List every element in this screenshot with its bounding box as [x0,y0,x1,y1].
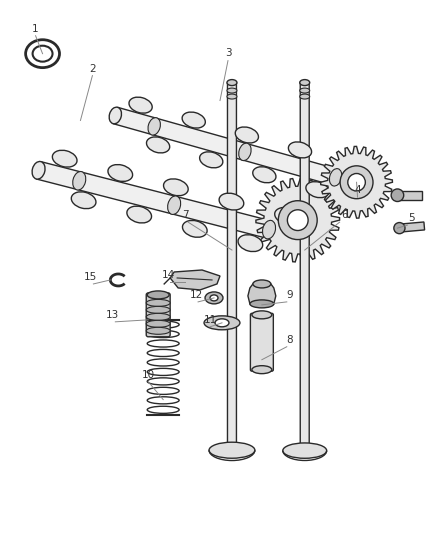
Ellipse shape [147,387,179,394]
Ellipse shape [32,161,45,179]
Ellipse shape [300,79,310,86]
Ellipse shape [253,280,271,288]
Text: 6: 6 [341,210,348,220]
Ellipse shape [215,319,229,327]
Ellipse shape [391,189,404,201]
Polygon shape [256,179,339,262]
Polygon shape [36,161,312,249]
FancyBboxPatch shape [251,313,273,371]
Text: 5: 5 [408,213,415,223]
Polygon shape [399,222,424,232]
Ellipse shape [108,165,133,181]
Ellipse shape [147,330,179,337]
Ellipse shape [210,295,218,301]
Ellipse shape [278,201,317,240]
Ellipse shape [368,180,381,197]
Ellipse shape [394,223,405,233]
Text: 4: 4 [354,185,361,195]
Ellipse shape [250,300,274,308]
Ellipse shape [204,316,240,330]
Text: 7: 7 [182,210,188,220]
Ellipse shape [200,152,223,168]
Ellipse shape [342,157,365,173]
Ellipse shape [303,231,316,249]
Ellipse shape [25,40,60,68]
Ellipse shape [146,327,170,334]
Text: 8: 8 [286,335,293,345]
Ellipse shape [146,137,170,153]
Ellipse shape [306,182,329,198]
Ellipse shape [147,350,179,357]
Ellipse shape [287,210,308,230]
Ellipse shape [146,300,170,306]
Ellipse shape [182,112,205,128]
Ellipse shape [147,397,179,404]
Ellipse shape [146,320,170,327]
Ellipse shape [109,107,121,124]
Ellipse shape [209,442,255,458]
FancyBboxPatch shape [146,293,170,337]
Ellipse shape [32,46,53,62]
Polygon shape [397,191,422,200]
Ellipse shape [146,313,170,320]
Ellipse shape [147,340,179,347]
Ellipse shape [235,127,258,143]
Ellipse shape [147,368,179,375]
Text: 13: 13 [106,310,119,320]
Ellipse shape [148,118,160,135]
Ellipse shape [183,221,207,237]
Ellipse shape [147,359,179,366]
Ellipse shape [262,220,276,239]
Ellipse shape [283,443,327,458]
Ellipse shape [300,88,310,93]
Text: 2: 2 [89,63,96,74]
Ellipse shape [300,94,310,99]
Text: 15: 15 [84,272,97,282]
Ellipse shape [147,406,179,414]
Ellipse shape [53,150,77,167]
Text: 3: 3 [225,47,231,58]
Ellipse shape [146,306,170,313]
Ellipse shape [253,167,276,183]
Polygon shape [248,284,276,304]
Text: 10: 10 [141,370,155,379]
Text: 11: 11 [203,315,217,325]
Text: 12: 12 [190,290,203,300]
Ellipse shape [129,97,152,113]
Ellipse shape [73,172,86,190]
Ellipse shape [227,94,237,99]
Ellipse shape [288,142,311,158]
Ellipse shape [348,174,365,191]
Ellipse shape [163,179,188,196]
Text: 1: 1 [32,24,39,34]
Ellipse shape [252,366,272,374]
Ellipse shape [71,192,96,208]
Ellipse shape [127,206,152,223]
Text: 14: 14 [162,270,175,280]
Ellipse shape [147,321,179,328]
Polygon shape [170,270,220,290]
FancyBboxPatch shape [227,82,237,446]
Polygon shape [321,147,392,218]
Ellipse shape [329,168,342,186]
Ellipse shape [239,143,251,160]
FancyBboxPatch shape [300,82,309,447]
Ellipse shape [168,196,180,214]
Ellipse shape [147,378,179,385]
Ellipse shape [147,291,169,299]
Text: 9: 9 [286,290,293,300]
Polygon shape [113,107,377,196]
Ellipse shape [227,79,237,86]
Ellipse shape [219,193,244,210]
Ellipse shape [275,207,299,224]
Ellipse shape [238,235,263,252]
Ellipse shape [205,292,223,304]
Ellipse shape [340,166,373,199]
Ellipse shape [227,88,237,93]
Ellipse shape [252,311,272,319]
